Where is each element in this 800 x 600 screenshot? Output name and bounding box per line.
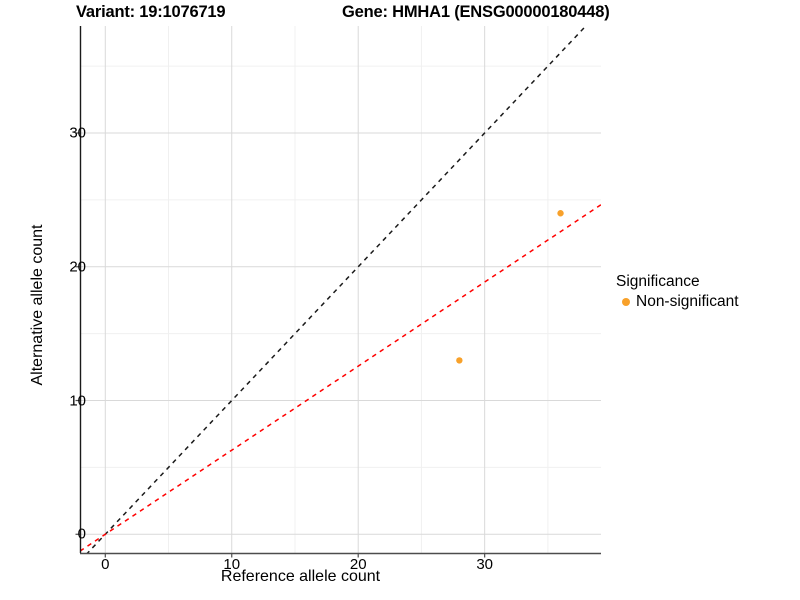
y-tick-label: 20: [69, 258, 86, 276]
gridlines-minor: [80, 26, 601, 553]
legend-title: Significance: [616, 273, 700, 290]
data-points: [456, 210, 564, 364]
legend-item[interactable]: Non-significant: [616, 292, 796, 311]
gridlines-major: [80, 26, 601, 553]
y-tick-label: 10: [69, 392, 86, 410]
legend: Significance Non-significant: [616, 272, 796, 311]
panel-background: [80, 26, 601, 553]
x-axis-ticks: [104, 553, 486, 558]
x-tick-label: 0: [101, 556, 110, 573]
reference-lines: [80, 26, 601, 553]
x-tick-label: 10: [223, 556, 241, 573]
y-tick-label: 0: [77, 525, 86, 543]
variant-title: Variant: 19:1076719: [76, 3, 226, 21]
legend-dot-icon: [616, 292, 635, 311]
x-tick-label: 30: [476, 556, 493, 573]
data-point: [456, 357, 463, 364]
y-tick-label: 30: [69, 124, 86, 142]
x-tick-label: 20: [349, 556, 367, 573]
legend-item-label: Non-significant: [636, 293, 739, 310]
y-axis-ticks: [75, 132, 80, 535]
legend-items: Non-significant: [616, 292, 796, 311]
identity-line: [86, 26, 587, 553]
x-axis-title: Reference allele count: [220, 568, 381, 585]
y-axis-title: Alternative allele count: [29, 224, 46, 386]
plot-title-row: Variant: 19:1076719 Gene: HMHA1 (ENSG000…: [0, 0, 800, 28]
gene-title: Gene: HMHA1 (ENSG00000180448): [342, 3, 610, 21]
data-point: [557, 210, 564, 217]
